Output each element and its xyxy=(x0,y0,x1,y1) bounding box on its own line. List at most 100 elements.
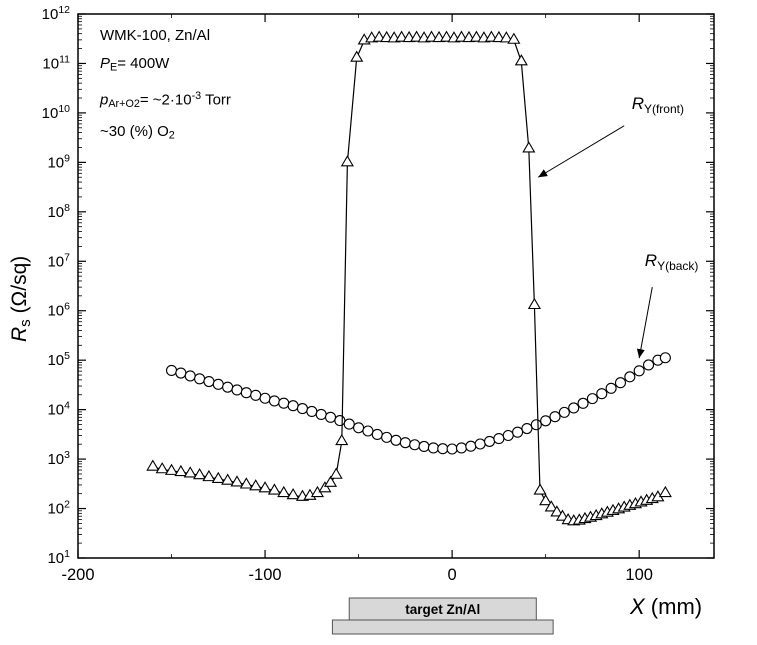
circle-marker xyxy=(465,440,477,452)
triangle-marker xyxy=(533,483,547,495)
triangle-marker xyxy=(239,477,253,489)
target-bar-bottom xyxy=(331,619,554,635)
triangle-marker xyxy=(514,54,528,66)
annotation-label-front: RY(front) xyxy=(632,94,684,116)
triangle-marker xyxy=(193,468,207,480)
circle-marker xyxy=(521,422,533,435)
info-line: PE= 400W xyxy=(100,50,231,82)
info-box: WMK-100, Zn/Al PE= 400W pAr+O2= ~2·10-3 To… xyxy=(100,22,231,149)
circle-marker xyxy=(371,428,383,440)
triangle-marker xyxy=(350,50,364,62)
triangle-marker xyxy=(380,30,394,43)
x-axis-label: X (mm) xyxy=(630,594,702,620)
text-segment: = ~2·10 xyxy=(139,91,192,109)
y-tick-label: 101 xyxy=(47,548,70,567)
circle-marker xyxy=(250,389,262,401)
triangle-marker xyxy=(499,31,513,43)
triangle-marker xyxy=(267,483,281,495)
text-segment: s xyxy=(16,319,34,327)
triangle-marker xyxy=(424,30,439,42)
triangle-marker xyxy=(522,141,536,153)
circle-marker xyxy=(203,375,215,388)
text-segment: Ar+O2 xyxy=(108,97,140,110)
circle-marker xyxy=(633,365,645,377)
triangle-marker xyxy=(539,494,553,506)
triangle-marker xyxy=(469,30,483,42)
triangle-marker xyxy=(454,30,469,42)
circle-marker xyxy=(540,415,552,427)
circle-marker xyxy=(659,352,671,364)
info-line: WMK-100, Zn/Al xyxy=(100,22,231,50)
text-segment: P xyxy=(100,55,111,72)
y-tick-label: 107 xyxy=(47,251,70,270)
circle-marker xyxy=(381,431,393,443)
triangle-marker xyxy=(249,479,263,491)
x-tick-label: -200 xyxy=(61,566,94,584)
triangle-marker xyxy=(286,488,300,500)
triangle-marker xyxy=(372,30,386,42)
circle-marker xyxy=(334,415,346,427)
y-tick-label: 102 xyxy=(47,499,70,518)
circle-marker xyxy=(306,405,318,417)
triangle-marker xyxy=(183,466,197,478)
text-segment: WMK-100, Zn/Al xyxy=(100,27,211,44)
annotation-front: RY(front) xyxy=(537,94,684,178)
triangle-marker xyxy=(221,473,235,485)
triangle-marker xyxy=(323,475,338,487)
circle-marker xyxy=(184,370,196,382)
circle-marker xyxy=(399,437,411,449)
circle-marker xyxy=(624,371,636,383)
triangle-marker xyxy=(527,297,541,310)
y-tick-label: 1012 xyxy=(42,4,71,23)
circle-marker xyxy=(614,377,627,389)
circle-marker xyxy=(427,442,439,454)
triangle-marker xyxy=(146,459,160,471)
triangle-marker xyxy=(550,505,564,517)
y-tick-label: 103 xyxy=(47,449,70,468)
text-segment: E xyxy=(110,61,118,74)
circle-marker xyxy=(390,434,402,446)
circle-marker xyxy=(296,403,309,415)
triangle-marker xyxy=(174,464,188,477)
triangle-marker xyxy=(335,433,349,446)
circle-marker xyxy=(409,439,421,451)
circle-marker xyxy=(642,359,655,371)
y-tick-label: 108 xyxy=(47,202,70,221)
text-segment: (mm) xyxy=(644,594,703,619)
x-tick-label: 0 xyxy=(448,566,457,584)
triangle-marker xyxy=(164,463,179,475)
text-segment: (Ω/sq) xyxy=(8,255,31,320)
triangle-marker xyxy=(329,467,343,479)
circle-marker xyxy=(502,429,514,442)
triangle-marker xyxy=(395,30,409,42)
circle-marker xyxy=(512,426,524,438)
circle-marker xyxy=(530,419,542,431)
triangle-marker xyxy=(658,485,672,498)
x-tick-label: -100 xyxy=(249,566,282,584)
triangle-marker xyxy=(507,32,521,44)
circle-marker xyxy=(437,443,449,455)
info-line: pAr+O2= ~2·10-3 Torr xyxy=(100,82,231,118)
text-segment: 2 xyxy=(168,129,175,142)
annotation-arrow-back xyxy=(636,287,653,359)
circle-marker xyxy=(418,440,430,453)
text-segment: R xyxy=(8,326,31,342)
x-axis: -200 -100 0 100 xyxy=(61,14,653,584)
circle-marker xyxy=(231,384,243,396)
info-line: ~30 (%) O2 xyxy=(100,118,231,150)
target-label: target Zn/Al xyxy=(405,602,480,617)
circle-marker xyxy=(558,406,570,418)
x-tick-label: 100 xyxy=(625,566,653,584)
triangle-marker xyxy=(544,500,558,512)
series-back xyxy=(165,352,671,455)
circle-marker xyxy=(165,364,178,376)
circle-marker xyxy=(353,422,365,434)
circle-marker xyxy=(324,411,337,423)
annotation-arrow-front xyxy=(537,125,625,178)
text-segment: -3 xyxy=(191,89,202,102)
circle-marker xyxy=(586,393,598,405)
triangle-marker xyxy=(410,30,424,42)
text-segment: X xyxy=(630,594,645,619)
